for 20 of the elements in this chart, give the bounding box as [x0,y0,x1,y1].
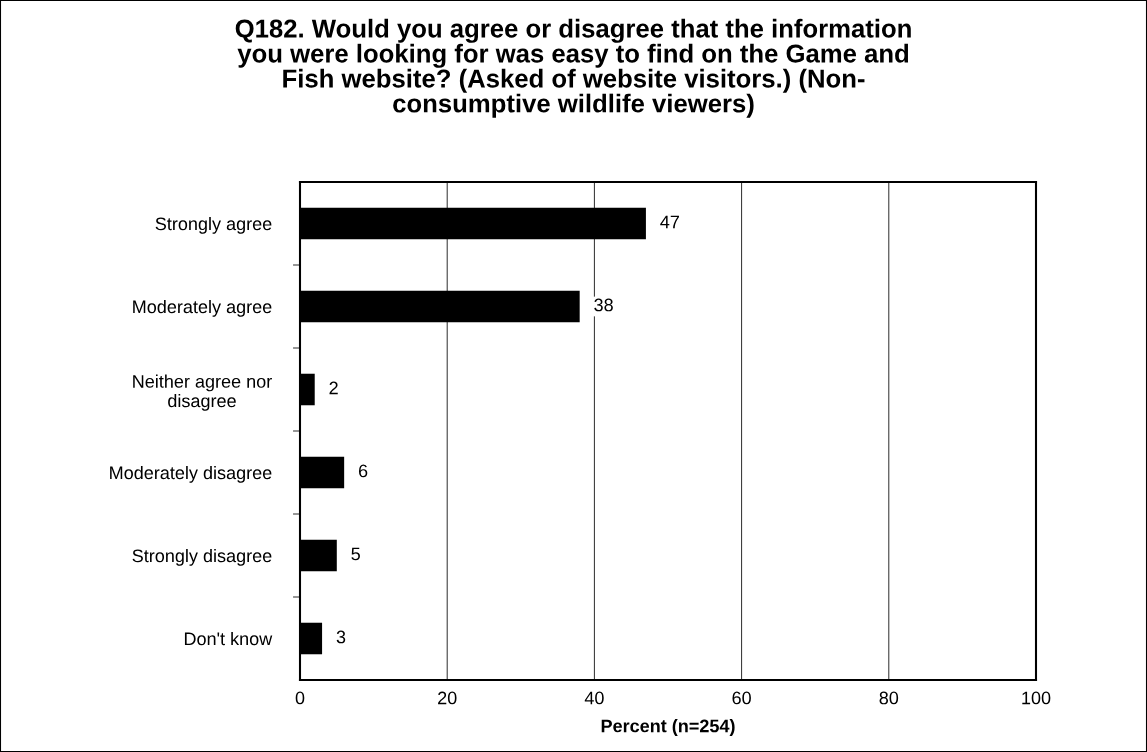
data-label: 5 [351,547,360,561]
y-tick-label: Strongly agree [155,216,272,234]
data-label: 47 [660,215,679,229]
y-tick-label: Don't know [184,631,273,646]
x-axis-title: Percent (n=254) [601,719,735,736]
x-tick-label: 0 [295,691,305,705]
y-tick-label: Strongly disagree [132,548,272,566]
data-label: 3 [336,630,346,644]
x-tick-label: 80 [879,691,899,705]
y-tick-label: Moderately disagree [110,465,272,483]
data-label: 6 [358,464,368,478]
y-tick-label: Neither agree nor disagree [133,374,272,411]
x-tick-label: 20 [438,691,457,705]
data-label: 2 [329,381,338,395]
y-tick-label: Moderately agree [133,299,272,317]
x-tick-label: 40 [584,691,604,705]
x-tick-label: 100 [1022,691,1051,705]
chart-title: Q182. Would you agree or disagree that the information you were looking for was easy to find on the Game and Fish website? (Asked of website visitors.) (Non- consumptive wildlife viewers) [235,18,911,118]
data-label: 38 [594,298,613,312]
x-tick-label: 60 [732,691,751,705]
